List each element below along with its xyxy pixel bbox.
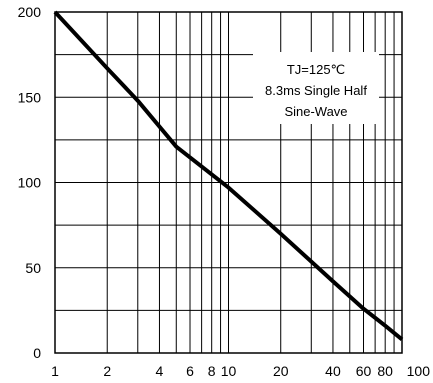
curve [53, 10, 404, 341]
x-tick-label: 6 [186, 363, 194, 379]
y-tick-label: 0 [33, 345, 41, 361]
plot-frame [54, 11, 403, 354]
x-tick-label: 2 [103, 363, 111, 379]
annotation-line-1: TJ=125℃ [287, 62, 345, 77]
x-tick-label: 60 [356, 363, 372, 379]
x-tick-label: 4 [156, 363, 164, 379]
annotation-line-3: Sine-Wave [284, 104, 347, 119]
x-tick-label: 1 [51, 363, 59, 379]
x-tick-label: 10 [221, 363, 237, 379]
series-line [53, 10, 404, 341]
annotation-background [253, 52, 379, 124]
y-tick-labels: 0 50 100 150 200 [18, 4, 42, 361]
y-tick-label: 100 [18, 175, 42, 191]
x-tick-label: 20 [273, 363, 289, 379]
x-tick-label: 8 [208, 363, 216, 379]
annotation-line-2: 8.3ms Single Half [265, 83, 367, 98]
y-tick-label: 150 [18, 89, 42, 105]
x-tick-label: 40 [325, 363, 341, 379]
y-tick-label: 200 [18, 4, 42, 20]
plot-border [54, 11, 403, 354]
x-tick-labels: 1 2 4 6 8 10 20 40 60 80 100 [51, 363, 430, 379]
x-tick-label: 80 [377, 363, 393, 379]
x-tick-label: 100 [407, 363, 431, 379]
y-tick-label: 50 [25, 260, 41, 276]
